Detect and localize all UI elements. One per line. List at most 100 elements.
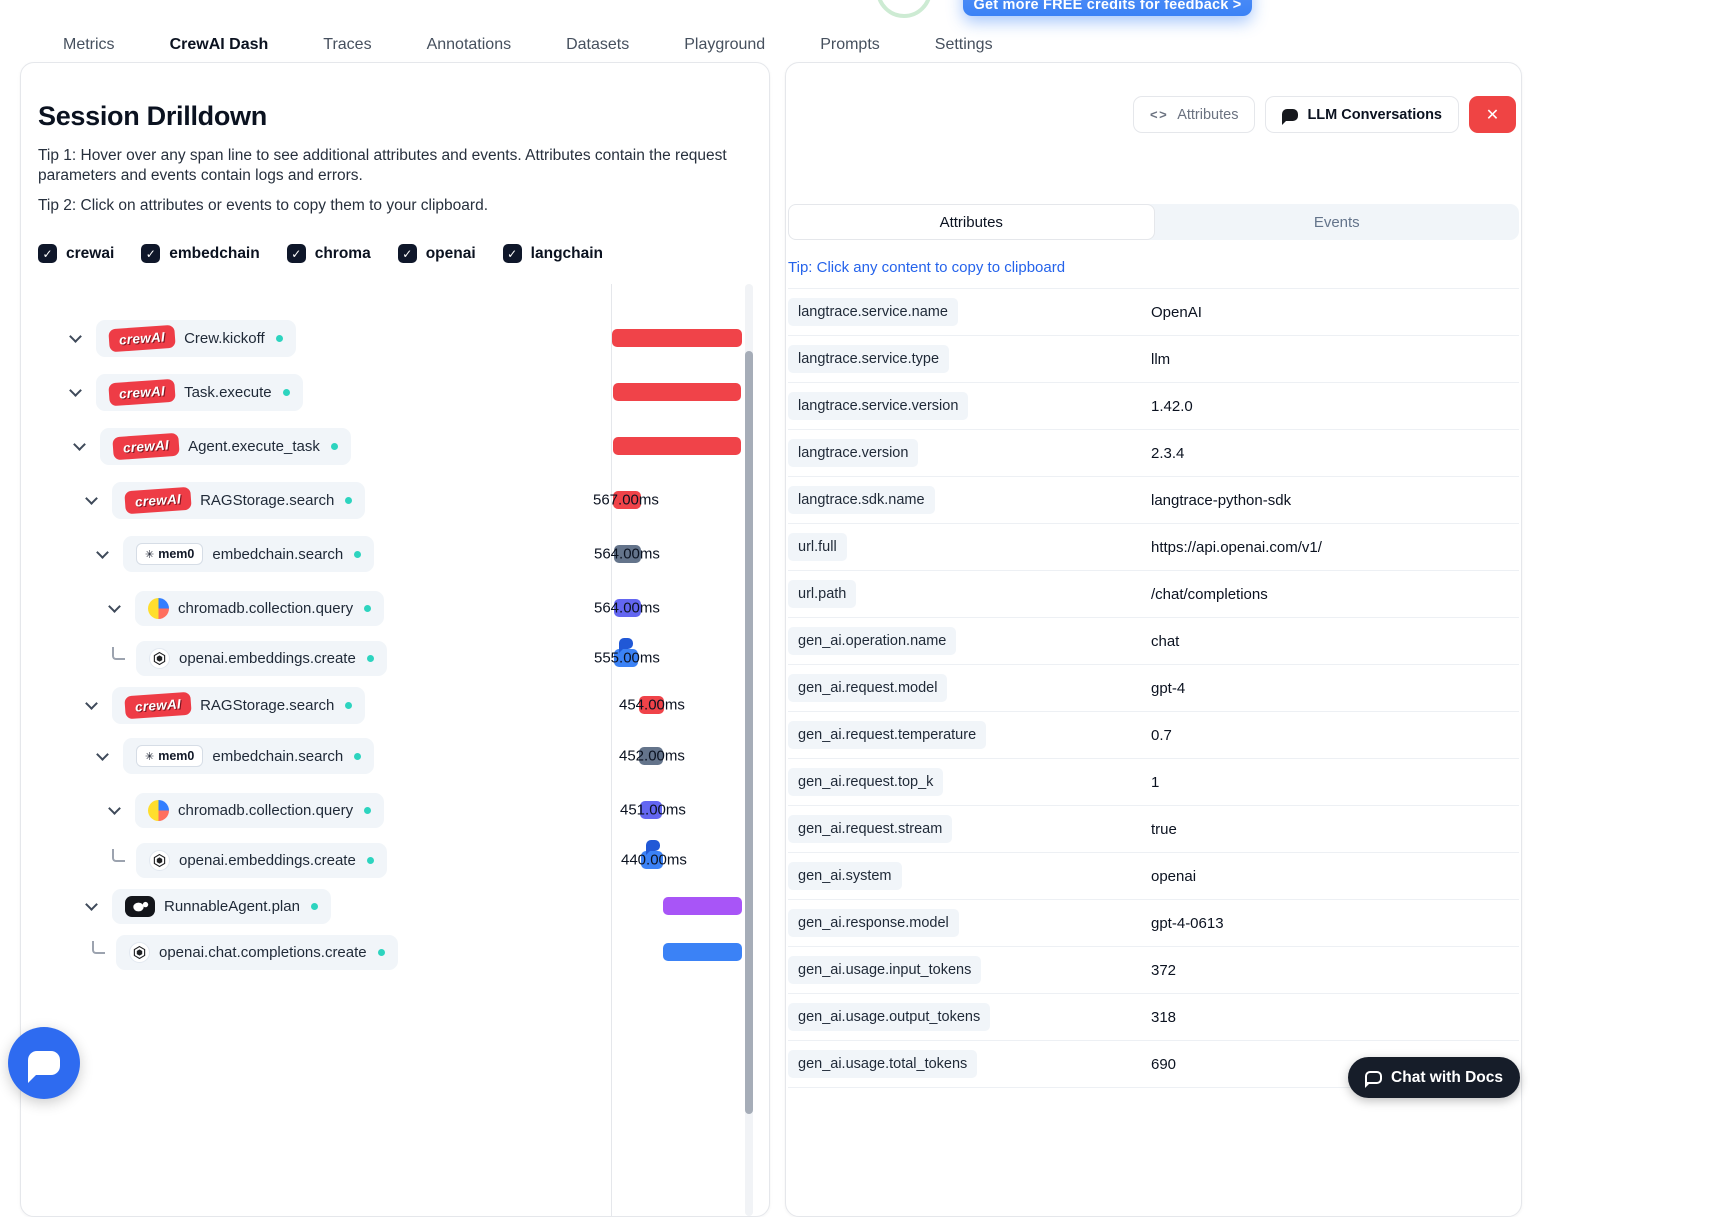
attribute-value[interactable]: chat: [1151, 632, 1180, 650]
chevron-down-icon[interactable]: [85, 898, 98, 911]
span-label-pill[interactable]: crewAI Task.execute: [96, 373, 303, 411]
chevron-down-icon[interactable]: [108, 600, 121, 613]
attribute-key[interactable]: gen_ai.usage.total_tokens: [788, 1050, 978, 1078]
attribute-key[interactable]: langtrace.sdk.name: [788, 486, 935, 514]
checkbox-checked-icon[interactable]: ✓: [141, 244, 161, 264]
span-label-pill[interactable]: openai.chat.completions.create: [116, 934, 398, 970]
nav-tab-playground[interactable]: Playground: [684, 36, 766, 53]
nav-tab-metrics[interactable]: Metrics: [63, 36, 115, 53]
span-duration-bar[interactable]: [663, 943, 742, 962]
checkbox-checked-icon[interactable]: ✓: [286, 244, 306, 264]
chevron-down-icon[interactable]: [85, 697, 98, 710]
span-row[interactable]: openai.embeddings.create 440.00ms: [21, 837, 769, 883]
span-label-pill[interactable]: crewAI Crew.kickoff: [96, 319, 296, 357]
attribute-key[interactable]: langtrace.service.type: [788, 345, 950, 373]
checkbox-checked-icon[interactable]: ✓: [38, 244, 57, 264]
tab-events[interactable]: Events: [1313, 213, 1360, 231]
span-row[interactable]: RunnableAgent.plan: [21, 883, 769, 929]
span-duration-bar[interactable]: [614, 545, 641, 564]
attribute-value[interactable]: https://api.openai.com/v1/: [1151, 538, 1322, 556]
span-row[interactable]: chromadb.collection.query 451.00ms: [21, 783, 769, 837]
filter-crewai[interactable]: ✓ crewai: [38, 244, 114, 264]
attribute-key[interactable]: gen_ai.request.stream: [788, 815, 953, 843]
attribute-value[interactable]: 2.3.4: [1151, 444, 1185, 462]
span-row[interactable]: ✳ mem0 embedchain.search 564.00ms: [21, 527, 769, 581]
span-label-pill[interactable]: ✳ mem0 embedchain.search: [123, 738, 375, 775]
span-duration-bar[interactable]: [640, 801, 662, 820]
attribute-value[interactable]: langtrace-python-sdk: [1151, 491, 1292, 509]
span-label-pill[interactable]: ✳ mem0 embedchain.search: [123, 536, 375, 573]
attribute-value[interactable]: /chat/completions: [1151, 585, 1268, 603]
attribute-value[interactable]: 372: [1151, 961, 1177, 979]
attribute-value[interactable]: OpenAI: [1151, 303, 1202, 321]
chevron-down-icon[interactable]: [69, 384, 82, 397]
attribute-value[interactable]: true: [1151, 820, 1177, 838]
attribute-value[interactable]: 0.7: [1151, 726, 1172, 744]
span-row[interactable]: crewAI Task.execute: [21, 365, 769, 419]
filter-langchain[interactable]: ✓ langchain: [502, 244, 603, 264]
attribute-key[interactable]: gen_ai.request.temperature: [788, 721, 987, 749]
span-duration-bar[interactable]: [614, 649, 638, 668]
chat-with-docs-button[interactable]: Chat with Docs: [1348, 1057, 1520, 1098]
chevron-down-icon[interactable]: [73, 438, 86, 451]
attribute-value[interactable]: gpt-4-0613: [1151, 914, 1224, 932]
nav-tab-datasets[interactable]: Datasets: [566, 36, 630, 53]
filter-openai[interactable]: ✓ openai: [397, 244, 476, 264]
chat-widget-launcher[interactable]: [8, 1027, 80, 1099]
chevron-down-icon[interactable]: [85, 492, 98, 505]
attribute-key[interactable]: langtrace.version: [788, 439, 919, 467]
attribute-key[interactable]: url.path: [788, 580, 857, 608]
filter-embedchain[interactable]: ✓ embedchain: [141, 244, 260, 264]
attribute-key[interactable]: gen_ai.response.model: [788, 909, 959, 937]
attribute-value[interactable]: gpt-4: [1151, 679, 1186, 697]
attribute-value[interactable]: llm: [1151, 350, 1171, 368]
span-row[interactable]: crewAI RAGStorage.search 454.00ms: [21, 681, 769, 729]
attribute-value[interactable]: openai: [1151, 867, 1197, 885]
checkbox-checked-icon[interactable]: ✓: [397, 244, 417, 264]
nav-tab-prompts[interactable]: Prompts: [820, 36, 880, 53]
span-row[interactable]: chromadb.collection.query 564.00ms: [21, 581, 769, 635]
attribute-key[interactable]: gen_ai.operation.name: [788, 627, 957, 655]
scrollbar-thumb[interactable]: [745, 351, 753, 1114]
credits-button[interactable]: Get more FREE credits for feedback >: [963, 0, 1252, 16]
attribute-key[interactable]: langtrace.service.version: [788, 392, 969, 420]
attribute-key[interactable]: url.full: [788, 533, 847, 561]
nav-tab-traces[interactable]: Traces: [323, 36, 372, 53]
span-row[interactable]: ✳ mem0 embedchain.search 452.00ms: [21, 729, 769, 783]
chevron-down-icon[interactable]: [69, 330, 82, 343]
attributes-button[interactable]: <> Attributes: [1133, 96, 1256, 133]
tab-attributes[interactable]: Attributes: [788, 204, 1155, 240]
span-row[interactable]: crewAI Agent.execute_task: [21, 419, 769, 473]
span-duration-bar[interactable]: [641, 851, 663, 870]
attribute-key[interactable]: gen_ai.usage.input_tokens: [788, 956, 982, 984]
llm-chat-bubble-icon[interactable]: [646, 840, 660, 856]
nav-tab-settings[interactable]: Settings: [934, 36, 993, 53]
filter-chroma[interactable]: ✓ chroma: [286, 244, 371, 264]
span-label-pill[interactable]: chromadb.collection.query: [135, 792, 385, 828]
span-duration-bar[interactable]: [639, 747, 663, 766]
checkbox-checked-icon[interactable]: ✓: [502, 244, 522, 264]
span-duration-bar[interactable]: [639, 696, 664, 715]
attribute-key[interactable]: langtrace.service.name: [788, 298, 958, 326]
attribute-key[interactable]: gen_ai.request.top_k: [788, 768, 944, 796]
attribute-value[interactable]: 1.42.0: [1151, 397, 1193, 415]
span-row[interactable]: openai.embeddings.create 555.00ms: [21, 635, 769, 681]
attribute-value[interactable]: 1: [1151, 773, 1160, 791]
attribute-value[interactable]: 318: [1151, 1008, 1177, 1026]
span-label-pill[interactable]: crewAI RAGStorage.search: [112, 481, 366, 519]
span-row[interactable]: crewAI Crew.kickoff: [21, 311, 769, 365]
span-duration-bar[interactable]: [612, 329, 742, 348]
close-button[interactable]: ✕: [1469, 96, 1516, 133]
span-label-pill[interactable]: openai.embeddings.create: [136, 640, 387, 676]
llm-conversations-button[interactable]: LLM Conversations: [1265, 96, 1459, 133]
span-row[interactable]: openai.chat.completions.create: [21, 929, 769, 975]
chevron-down-icon[interactable]: [96, 546, 109, 559]
span-label-pill[interactable]: chromadb.collection.query: [135, 590, 385, 626]
attribute-key[interactable]: gen_ai.system: [788, 862, 902, 890]
span-duration-bar[interactable]: [613, 491, 641, 510]
span-label-pill[interactable]: RunnableAgent.plan: [112, 888, 331, 924]
span-label-pill[interactable]: crewAI RAGStorage.search: [112, 686, 366, 724]
avatar[interactable]: [876, 0, 932, 18]
span-label-pill[interactable]: openai.embeddings.create: [136, 842, 387, 878]
span-row[interactable]: crewAI RAGStorage.search 567.00ms: [21, 473, 769, 527]
